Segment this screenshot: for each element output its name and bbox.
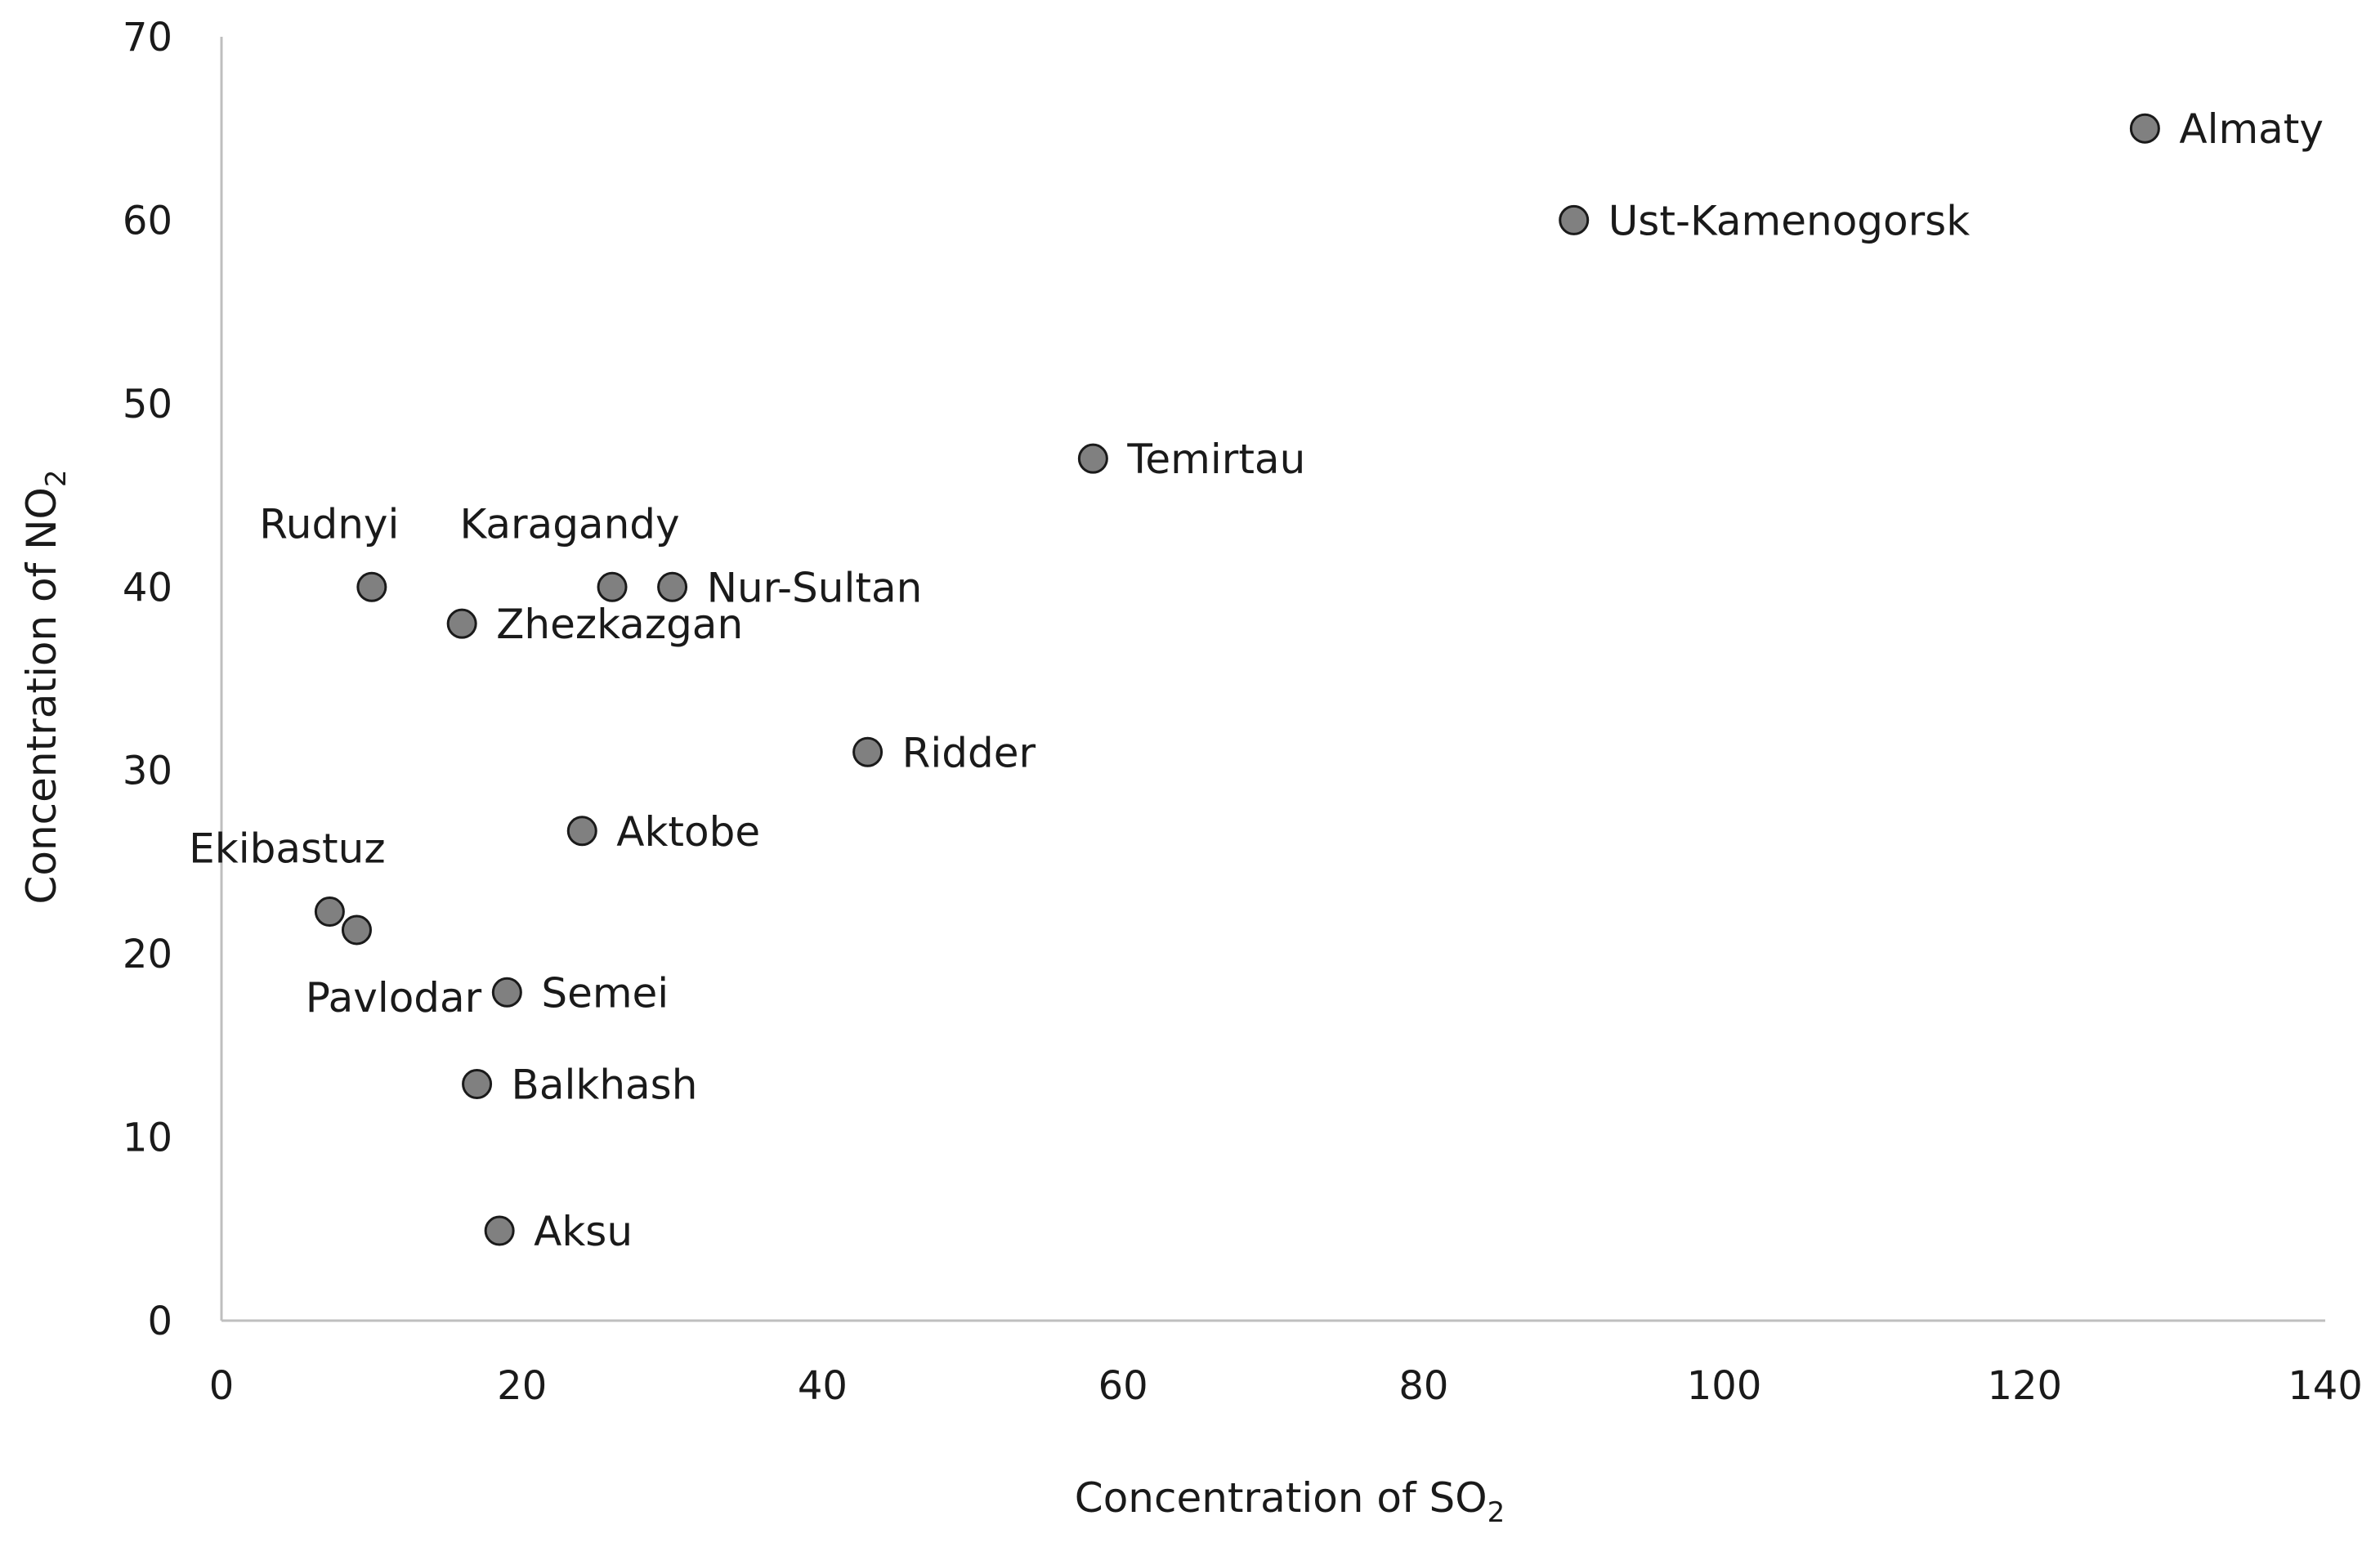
x-tick-label: 80: [1398, 1363, 1448, 1409]
data-point-labels: Almaty Ust-Kamenogorsk Temirtau Karagandy Nu…: [189, 105, 2324, 1255]
data-point: [1559, 204, 1590, 235]
x-tick-label: 140: [2288, 1363, 2363, 1409]
y-tick-label: 30: [123, 749, 172, 794]
y-tick-label: 20: [123, 932, 172, 977]
y-tick-label: 70: [123, 15, 172, 60]
y-tick-label: 60: [123, 198, 172, 244]
data-point: [657, 571, 688, 602]
data-point: [462, 1068, 493, 1099]
y-tick-label: 50: [123, 382, 172, 427]
data-point: [566, 816, 597, 847]
data-point: [341, 914, 372, 946]
y-axis-title-main: Concentration of NO: [18, 487, 65, 904]
data-point-label: Semei: [541, 969, 669, 1017]
x-axis-title: Concentration of SO2: [1075, 1474, 1505, 1529]
y-tick-label: 10: [123, 1116, 172, 1161]
data-point-label: Balkhash: [512, 1061, 698, 1108]
x-tick-label: 60: [1098, 1363, 1148, 1409]
data-point: [314, 896, 345, 928]
x-axis-title-main: Concentration of SO: [1075, 1474, 1488, 1522]
x-axis-title-subscript: 2: [1488, 1496, 1505, 1529]
data-points: [314, 113, 2160, 1246]
x-tick-label: 20: [497, 1363, 547, 1409]
data-point-label: Ust-Kamenogorsk: [1608, 197, 1971, 244]
x-tick-label: 120: [1987, 1363, 2062, 1409]
x-tick-label: 100: [1687, 1363, 1762, 1409]
data-point-label: Temirtau: [1126, 436, 1305, 483]
data-point-label: Karagandy: [459, 500, 679, 548]
data-point-label: Rudnyi: [259, 500, 399, 548]
data-point-label: Aksu: [534, 1208, 633, 1255]
y-tick-label: 0: [147, 1299, 172, 1344]
axes: [220, 37, 2325, 1322]
data-point-label: Ekibastuz: [189, 825, 385, 873]
data-point-label: Nur-Sultan: [707, 564, 923, 611]
data-point: [356, 571, 387, 602]
y-axis-title-subscript: 2: [40, 469, 73, 487]
data-point: [2129, 113, 2160, 144]
y-axis-title: Concentration of NO2: [18, 469, 73, 904]
data-point: [1077, 443, 1108, 474]
data-point-label: Ridder: [902, 729, 1036, 776]
data-point-label: Almaty: [2179, 105, 2324, 153]
data-point: [852, 736, 884, 767]
data-point: [446, 608, 477, 639]
x-tick-label: 0: [209, 1363, 235, 1409]
y-tick-labels: 0 10 20 30 40 50 60 70: [123, 15, 172, 1344]
x-tick-label: 40: [798, 1363, 848, 1409]
data-point: [491, 977, 522, 1008]
data-point: [597, 571, 628, 602]
data-point: [484, 1215, 515, 1246]
y-tick-label: 40: [123, 565, 172, 610]
x-tick-labels: 0 20 40 60 80 100 120 140: [209, 1363, 2363, 1409]
data-point-label: Pavlodar: [306, 974, 482, 1022]
data-point-label: Zhezkazgan: [496, 601, 743, 648]
data-point-label: Aktobe: [616, 808, 760, 856]
